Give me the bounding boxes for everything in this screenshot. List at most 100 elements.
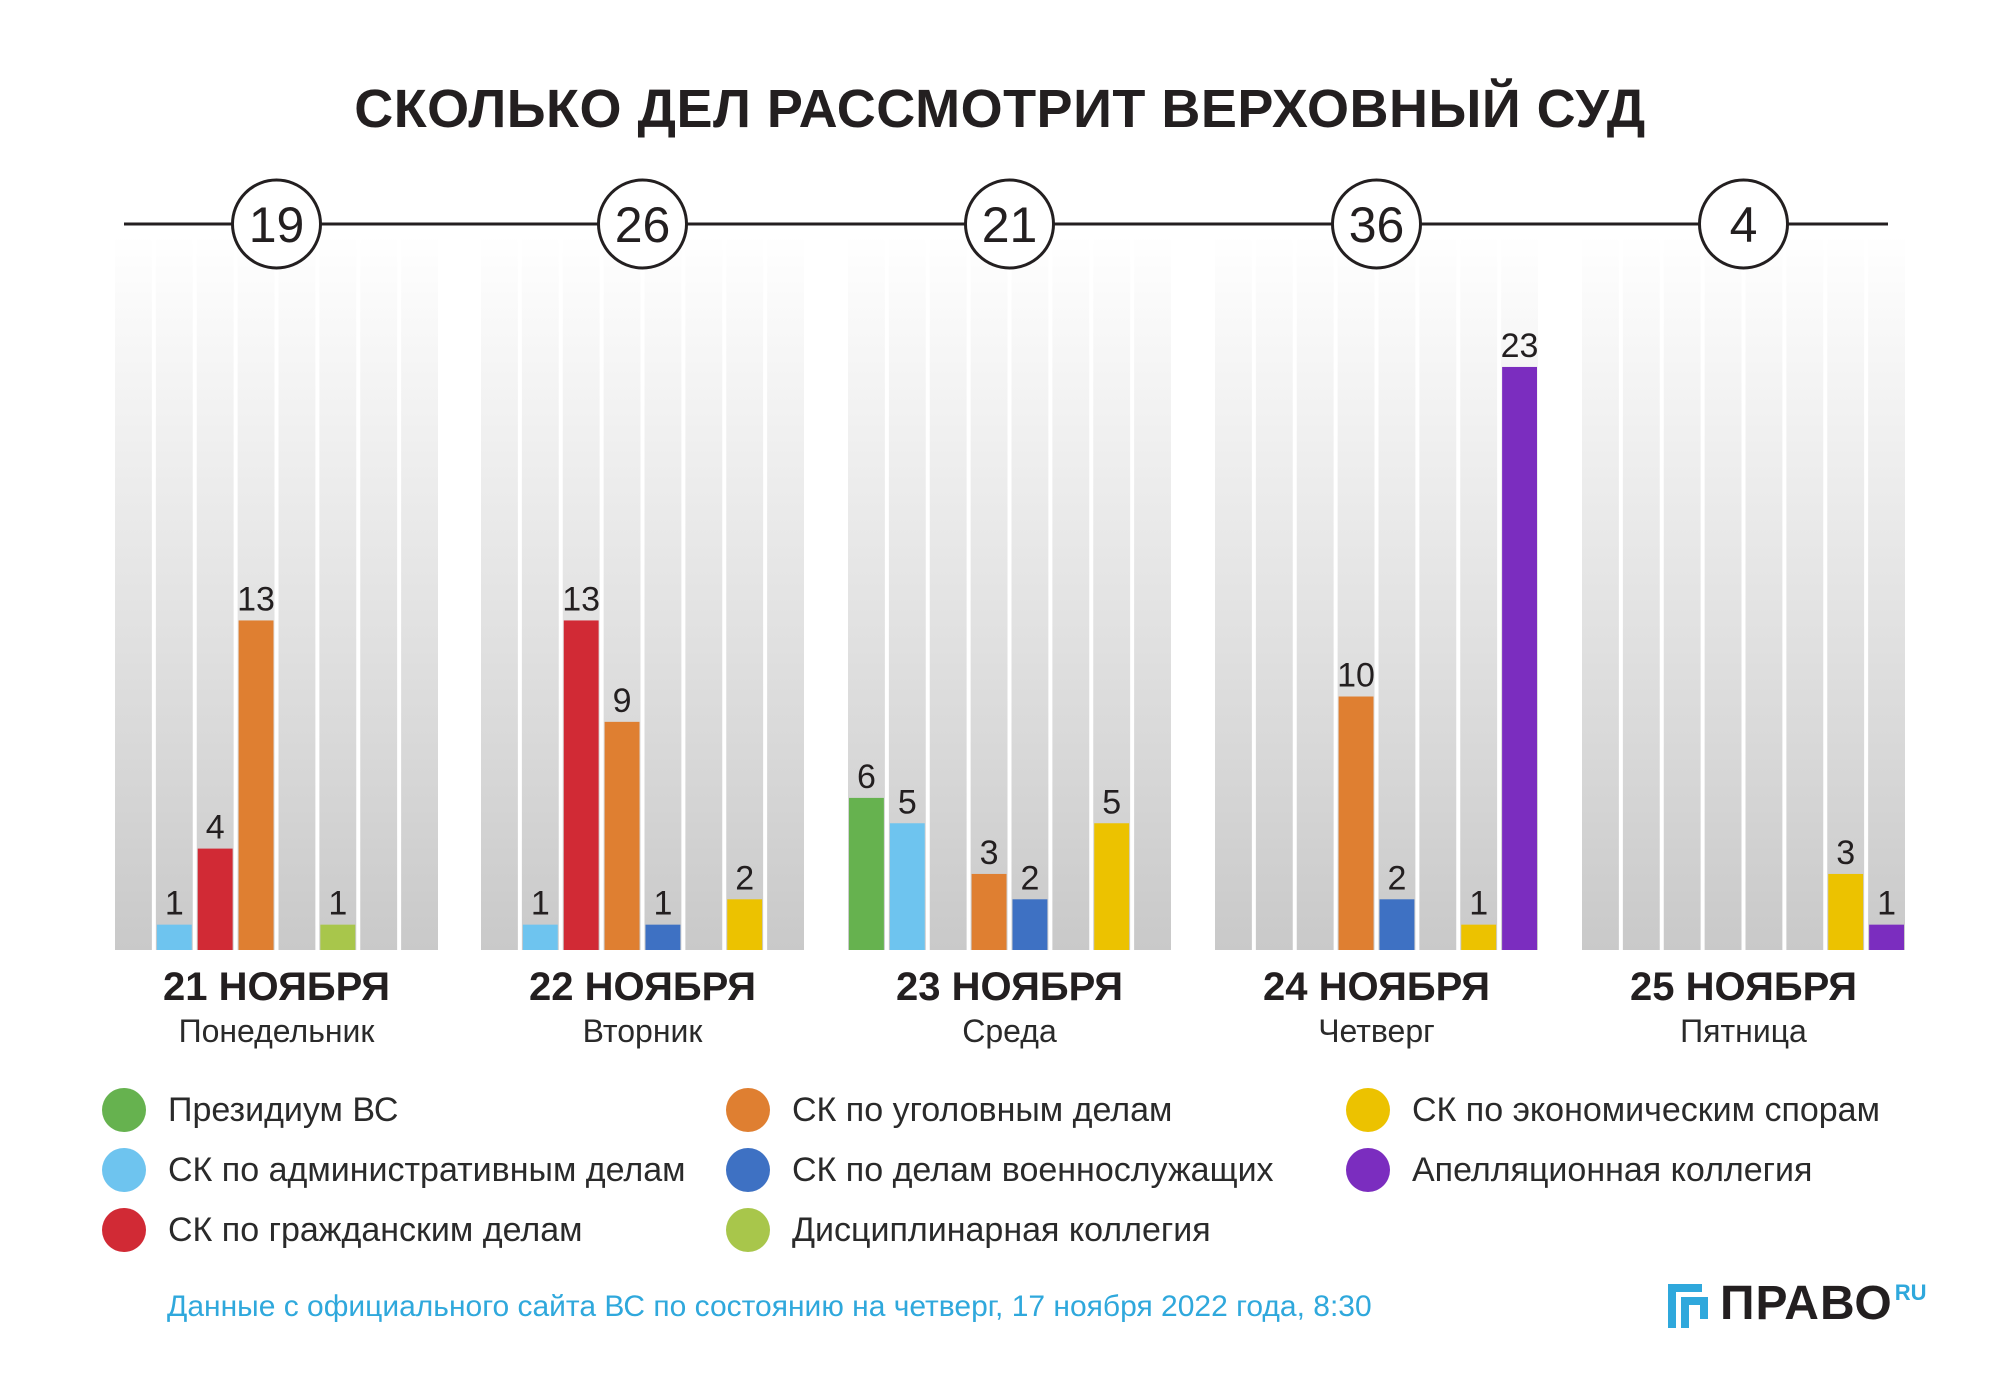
bar-criminal [604, 721, 640, 950]
legend-item-civil: СК по гражданским делам [102, 1208, 583, 1252]
bar-value-label: 3 [980, 834, 999, 872]
weekday-label: Пятница [1680, 1013, 1807, 1049]
background-stripe [970, 235, 1008, 950]
legend-label: СК по делам военнослужащих [792, 1150, 1274, 1189]
source-note: Данные с официального сайта ВС по состоя… [167, 1290, 1372, 1323]
background-stripe [115, 235, 152, 950]
date-label: 23 НОЯБРЯ [896, 965, 1123, 1009]
background-stripe [521, 235, 559, 950]
bar-value-label: 9 [613, 682, 632, 720]
bar-civil [563, 620, 599, 950]
pravo-logo-icon [1668, 1284, 1708, 1328]
background-stripe [1215, 235, 1252, 950]
bar-economic [727, 899, 763, 950]
background-stripe [155, 235, 193, 950]
logo-suffix: RU [1894, 1280, 1927, 1305]
background-stripe [1663, 235, 1701, 950]
background-stripe [644, 235, 682, 950]
legend-label: СК по уголовным делам [792, 1090, 1173, 1129]
legend-label: СК по гражданским делам [168, 1210, 583, 1249]
legend-label: Президиум ВС [168, 1090, 399, 1129]
background-stripe [1296, 235, 1334, 950]
legend-item-criminal: СК по уголовным делам [726, 1088, 1172, 1132]
background-stripe [1011, 235, 1049, 950]
background-stripe [726, 235, 764, 950]
background-stripe [1704, 235, 1742, 950]
bar-value-label: 4 [206, 809, 225, 847]
bar-military [1012, 899, 1048, 950]
bar-economic [1461, 924, 1497, 950]
background-stripe [1134, 235, 1171, 950]
bar-admin [889, 823, 925, 950]
bar-military [1379, 899, 1415, 950]
background-stripe [278, 235, 316, 950]
background-stripe [360, 235, 398, 950]
bar-value-label: 2 [735, 859, 754, 897]
legend-swatch-presidium [102, 1088, 146, 1132]
legend-label: Апелляционная коллегия [1412, 1150, 1813, 1189]
bar-value-label: 6 [857, 758, 876, 796]
bar-economic [1828, 873, 1864, 950]
legend-swatch-criminal [726, 1088, 770, 1132]
legend-swatch-military [726, 1148, 770, 1192]
bar-economic [1094, 823, 1130, 950]
total-circle [231, 178, 322, 270]
bar-criminal [971, 873, 1007, 950]
bar-military [645, 924, 681, 950]
background-stripe [1052, 235, 1090, 950]
background-stripe [1378, 235, 1416, 950]
day-group: 36 10 2 1 23 24 НОЯБРЯ Четверг [1215, 178, 1538, 1049]
background-stripe [1786, 235, 1824, 950]
background-stripe [1868, 235, 1905, 950]
background-stripe [1460, 235, 1498, 950]
background-stripe [1745, 235, 1783, 950]
bar-value-label: 13 [237, 580, 275, 618]
bar-criminal [238, 620, 274, 950]
date-label: 25 НОЯБРЯ [1630, 965, 1857, 1009]
background-stripe [1582, 235, 1619, 950]
bar-admin [522, 924, 558, 950]
total-count: 4 [1730, 197, 1758, 253]
bar-value-label: 2 [1387, 859, 1406, 897]
bar-value-label: 3 [1836, 834, 1855, 872]
bar-value-label: 5 [1102, 783, 1121, 821]
total-circle [1331, 178, 1422, 270]
background-stripe [1622, 235, 1660, 950]
bar-civil [197, 848, 233, 950]
date-label: 21 НОЯБРЯ [163, 965, 390, 1009]
weekday-label: Понедельник [179, 1013, 376, 1049]
pravo-ru-logo[interactable]: ПРАВО RU [1668, 1276, 1927, 1336]
bar-appeal [1869, 924, 1904, 950]
legend-item-economic: СК по экономическим спорам [1346, 1088, 1880, 1132]
total-count: 21 [982, 197, 1038, 253]
legend-swatch-economic [1346, 1088, 1390, 1132]
background-stripe [481, 235, 518, 950]
bar-presidium [849, 797, 884, 950]
day-group: 26 1 13 9 1 2 22 НОЯБРЯ Вторник [481, 178, 804, 1049]
legend-item-appeal: Апелляционная коллегия [1346, 1148, 1812, 1192]
bar-admin [156, 924, 192, 950]
weekday-label: Среда [962, 1013, 1057, 1049]
legend: Президиум ВС СК по административным дела… [100, 1088, 1950, 1278]
background-stripe [401, 235, 438, 950]
logo-word: ПРАВО [1720, 1277, 1893, 1330]
background-stripe [319, 235, 357, 950]
total-circle [1698, 178, 1789, 270]
chart-title: СКОЛЬКО ДЕЛ РАССМОТРИТ ВЕРХОВНЫЙ СУД [354, 79, 1646, 139]
legend-swatch-admin [102, 1148, 146, 1192]
legend-item-admin: СК по административным делам [102, 1148, 686, 1192]
legend-item-presidium: Президиум ВС [102, 1088, 398, 1132]
bar-value-label: 1 [653, 885, 672, 923]
legend-swatch-civil [102, 1208, 146, 1252]
legend-label: Дисциплинарная коллегия [792, 1210, 1211, 1249]
bar-value-label: 13 [562, 580, 600, 618]
background-stripe [1419, 235, 1457, 950]
total-count: 36 [1349, 197, 1405, 253]
bar-value-label: 10 [1337, 657, 1375, 695]
bar-appeal [1502, 366, 1537, 950]
legend-swatch-disciplinary [726, 1208, 770, 1252]
bar-value-label: 5 [898, 783, 917, 821]
bar-disciplinary [320, 924, 356, 950]
